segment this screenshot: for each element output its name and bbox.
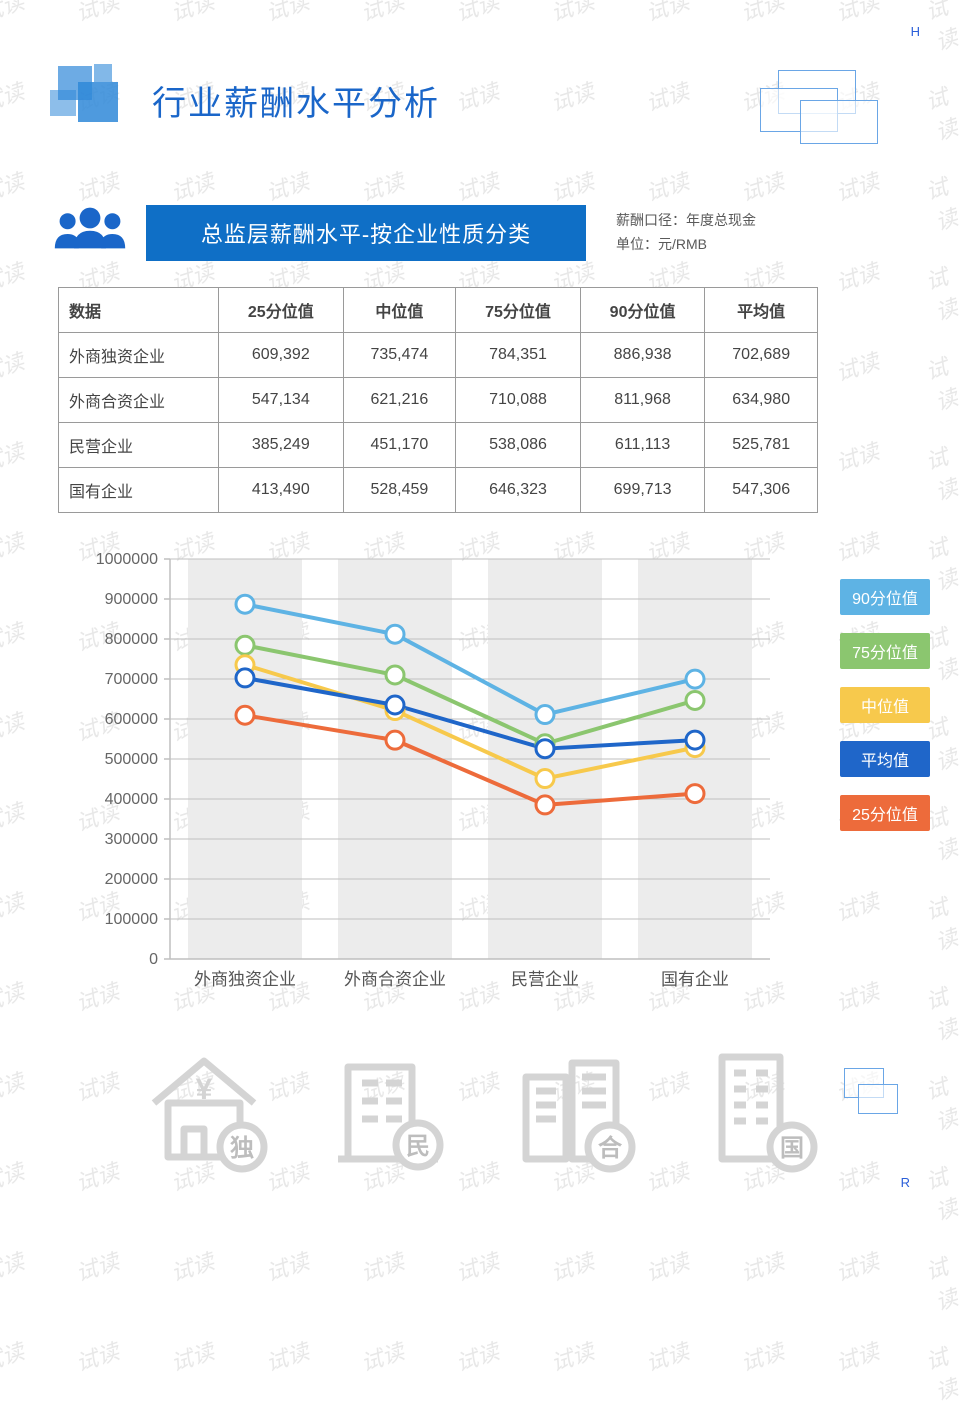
table-cell: 634,980 <box>705 378 818 423</box>
table-row: 民营企业385,249451,170538,086611,113525,781 <box>59 423 818 468</box>
table-cell: 528,459 <box>343 468 456 513</box>
table-cell: 886,938 <box>580 333 705 378</box>
section-banner: 总监层薪酬水平-按企业性质分类 薪酬口径：年度总现金 单位：元/RMB <box>50 200 910 265</box>
table-row: 国有企业413,490528,459646,323699,713547,306 <box>59 468 818 513</box>
table-header-cell: 平均值 <box>705 288 818 333</box>
table-row: 外商合资企业547,134621,216710,088811,968634,98… <box>59 378 818 423</box>
svg-text:民营企业: 民营企业 <box>511 970 579 989</box>
table-cell: 811,968 <box>580 378 705 423</box>
table-header-cell: 数据 <box>59 288 219 333</box>
salary-line-chart: 0 100000 200000 300000 400000 500000 600000 700… <box>50 549 920 1009</box>
table-header-cell: 中位值 <box>343 288 456 333</box>
svg-text:700000: 700000 <box>105 671 158 688</box>
table-row: 外商独资企业609,392735,474784,351886,938702,68… <box>59 333 818 378</box>
salary-table: 数据25分位值中位值75分位值90分位值平均值 外商独资企业609,392735… <box>58 287 818 513</box>
svg-text:900000: 900000 <box>105 591 158 608</box>
svg-text:600000: 600000 <box>105 711 158 728</box>
svg-text:外商合资企业: 外商合资企业 <box>344 970 446 989</box>
decoration-rectangles-top <box>760 70 890 160</box>
decoration-rectangles-bottom <box>836 1068 906 1128</box>
legend-item: 平均值 <box>840 741 930 777</box>
table-cell: 国有企业 <box>59 468 219 513</box>
legend-item: 90分位值 <box>840 579 930 615</box>
svg-text:300000: 300000 <box>105 831 158 848</box>
building-icon: 国 <box>686 1043 826 1178</box>
table-cell: 621,216 <box>343 378 456 423</box>
table-header-cell: 25分位值 <box>219 288 344 333</box>
legend-item: 中位值 <box>840 687 930 723</box>
svg-text:民: 民 <box>406 1133 430 1160</box>
svg-text:国: 国 <box>780 1135 804 1162</box>
svg-text:0: 0 <box>149 951 158 968</box>
meta-line-1: 薪酬口径：年度总现金 <box>616 209 756 233</box>
meta-line-2: 单位：元/RMB <box>616 233 756 257</box>
svg-text:独: 独 <box>230 1135 254 1162</box>
table-cell: 702,689 <box>705 333 818 378</box>
table-cell: 525,781 <box>705 423 818 468</box>
svg-text:800000: 800000 <box>105 631 158 648</box>
title-icon <box>50 60 130 140</box>
table-cell: 609,392 <box>219 333 344 378</box>
svg-text:400000: 400000 <box>105 791 158 808</box>
table-cell: 外商独资企业 <box>59 333 219 378</box>
table-header-cell: 90分位值 <box>580 288 705 333</box>
svg-text:国有企业: 国有企业 <box>661 970 729 989</box>
svg-text:100000: 100000 <box>105 911 158 928</box>
svg-text:外商独资企业: 外商独资企业 <box>194 970 296 989</box>
table-header-cell: 75分位值 <box>456 288 581 333</box>
section-title: 总监层薪酬水平-按企业性质分类 <box>146 205 586 261</box>
table-cell: 民营企业 <box>59 423 219 468</box>
legend-item: 25分位值 <box>840 795 930 831</box>
table-cell: 710,088 <box>456 378 581 423</box>
section-meta: 薪酬口径：年度总现金 单位：元/RMB <box>616 209 756 257</box>
table-cell: 699,713 <box>580 468 705 513</box>
svg-text:200000: 200000 <box>105 871 158 888</box>
table-cell: 547,134 <box>219 378 344 423</box>
legend-item: 75分位值 <box>840 633 930 669</box>
table-cell: 外商合资企业 <box>59 378 219 423</box>
table-cell: 735,474 <box>343 333 456 378</box>
svg-text:1000000: 1000000 <box>96 551 158 568</box>
table-cell: 547,306 <box>705 468 818 513</box>
table-cell: 646,323 <box>456 468 581 513</box>
building-icons-row: ¥ 独 民 合 国 <box>50 1043 910 1178</box>
svg-text:500000: 500000 <box>105 751 158 768</box>
building-icon: 合 <box>502 1043 642 1178</box>
table-cell: 451,170 <box>343 423 456 468</box>
table-cell: 413,490 <box>219 468 344 513</box>
people-icon <box>50 200 130 265</box>
page-title: 行业薪酬水平分析 <box>152 76 440 125</box>
table-cell: 385,249 <box>219 423 344 468</box>
table-cell: 538,086 <box>456 423 581 468</box>
chart-legend: 90分位值 75分位值中位值平均值 25分位值 <box>840 579 930 831</box>
corner-marker-bottom: R <box>901 1175 910 1190</box>
corner-marker-top: H <box>911 24 920 39</box>
svg-text:¥: ¥ <box>196 1073 213 1106</box>
svg-text:合: 合 <box>598 1134 623 1162</box>
table-cell: 611,113 <box>580 423 705 468</box>
table-cell: 784,351 <box>456 333 581 378</box>
building-icon: ¥ 独 <box>134 1043 274 1178</box>
building-icon: 民 <box>318 1043 458 1178</box>
